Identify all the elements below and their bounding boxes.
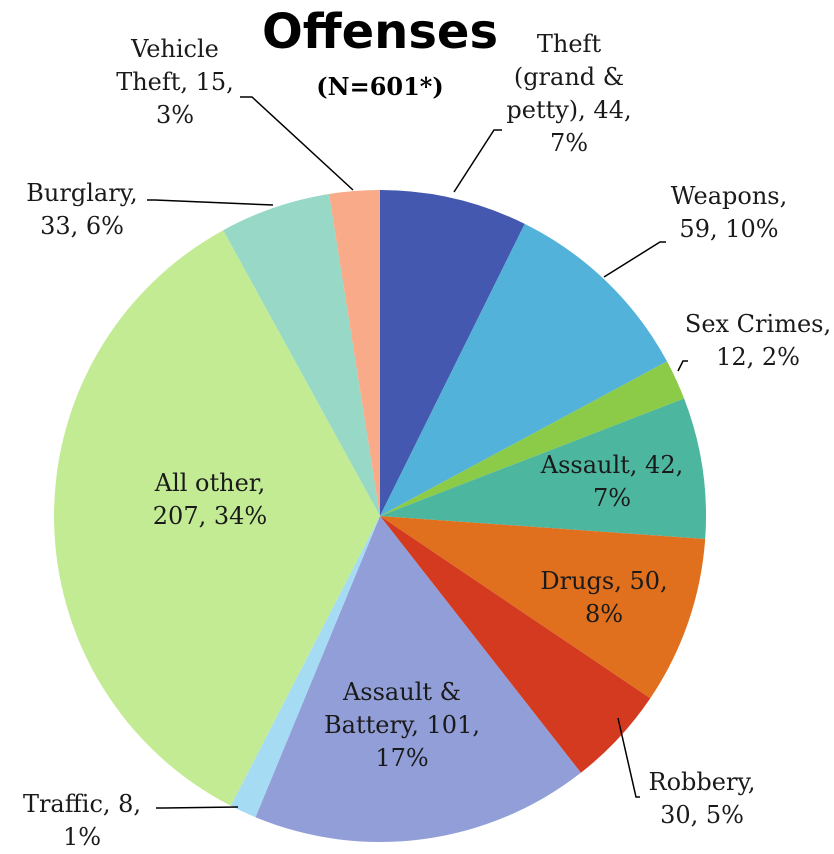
slice-label-line: Weapons, xyxy=(671,182,787,210)
slice-label-line: Robbery, xyxy=(649,768,756,796)
leader-line-sex-crimes xyxy=(677,360,688,372)
slice-label-line: 1% xyxy=(63,823,101,851)
slice-label-line: Theft xyxy=(537,30,602,58)
pie-slice-robbery xyxy=(380,516,651,773)
slice-label-assault-and-battery: Assault & Battery, 101, 17% xyxy=(324,678,480,772)
slice-label-line: Vehicle xyxy=(130,35,219,63)
slice-label-line: 207, 34% xyxy=(153,502,267,530)
slice-label-line: Theft, 15, xyxy=(116,68,234,96)
slice-label-weapons: Weapons, 59, 10% xyxy=(671,182,787,243)
slice-label-line: 30, 5% xyxy=(660,801,744,829)
pie-slice-sex-crimes xyxy=(380,361,685,516)
leader-line-vehicle-theft xyxy=(240,96,354,191)
pie-slice-traffic xyxy=(230,516,380,818)
slice-label-line: 7% xyxy=(593,484,631,512)
slice-labels: Theft (grand & petty), 44, 7% Weapons, 59, 10… xyxy=(23,30,831,851)
slice-label-line: 17% xyxy=(375,744,428,772)
slice-label-drugs: Drugs, 50, 8% xyxy=(540,567,667,628)
slice-label-line: Drugs, 50, xyxy=(540,567,667,595)
slice-label-line: Burglary, xyxy=(26,179,137,207)
slice-label-assault: Assault, 42, 7% xyxy=(540,451,683,512)
slice-label-line: 8% xyxy=(585,600,623,628)
slice-label-line: Battery, 101, xyxy=(324,711,480,739)
slice-label-sex-crimes: Sex Crimes, 12, 2% xyxy=(685,310,831,371)
slice-label-line: 33, 6% xyxy=(40,212,124,240)
slice-label-line: (grand & xyxy=(514,63,624,91)
leader-line-weapons xyxy=(603,241,666,278)
slice-label-vehicle-theft: Vehicle Theft, 15, 3% xyxy=(116,35,234,129)
slice-label-robbery: Robbery, 30, 5% xyxy=(649,768,756,829)
leader-line-theft-grand-and-petty xyxy=(453,129,502,193)
slice-label-theft-grand-and-petty: Theft (grand & petty), 44, 7% xyxy=(506,30,631,157)
slice-label-line: Assault, 42, xyxy=(540,451,683,479)
leader-line-burglary xyxy=(147,199,274,206)
pie-slice-assault-and-battery xyxy=(255,516,581,843)
slice-label-line: 7% xyxy=(550,129,588,157)
leader-lines xyxy=(147,96,688,809)
pie-slice-drugs xyxy=(380,516,706,699)
chart-subtitle: (N=601*) xyxy=(316,72,443,101)
slice-label-line: Sex Crimes, xyxy=(685,310,831,338)
pie-slice-vehicle-theft xyxy=(329,190,380,516)
pie-slice-assault xyxy=(380,398,707,539)
pie-slice-theft-grand-and-petty xyxy=(380,190,525,516)
slice-label-line: 59, 10% xyxy=(679,215,778,243)
pie-slice-burglary xyxy=(223,194,380,516)
slice-label-line: All other, xyxy=(154,469,266,497)
pie-slices xyxy=(53,190,707,843)
leader-line-robbery xyxy=(617,717,640,798)
slice-label-traffic: Traffic, 8, 1% xyxy=(23,790,141,851)
pie-slice-all-other xyxy=(53,230,380,806)
slice-label-line: petty), 44, xyxy=(506,96,631,124)
slice-label-line: Traffic, 8, xyxy=(23,790,141,818)
slice-label-burglary: Burglary, 33, 6% xyxy=(26,179,137,240)
slice-label-line: 3% xyxy=(156,101,194,129)
slice-label-line: 12, 2% xyxy=(716,343,800,371)
slice-label-all-other: All other, 207, 34% xyxy=(153,469,267,530)
pie-slice-weapons xyxy=(380,223,668,516)
chart-title: Offenses xyxy=(262,4,498,60)
leader-line-traffic xyxy=(156,806,239,809)
slice-label-line: Assault & xyxy=(342,678,461,706)
